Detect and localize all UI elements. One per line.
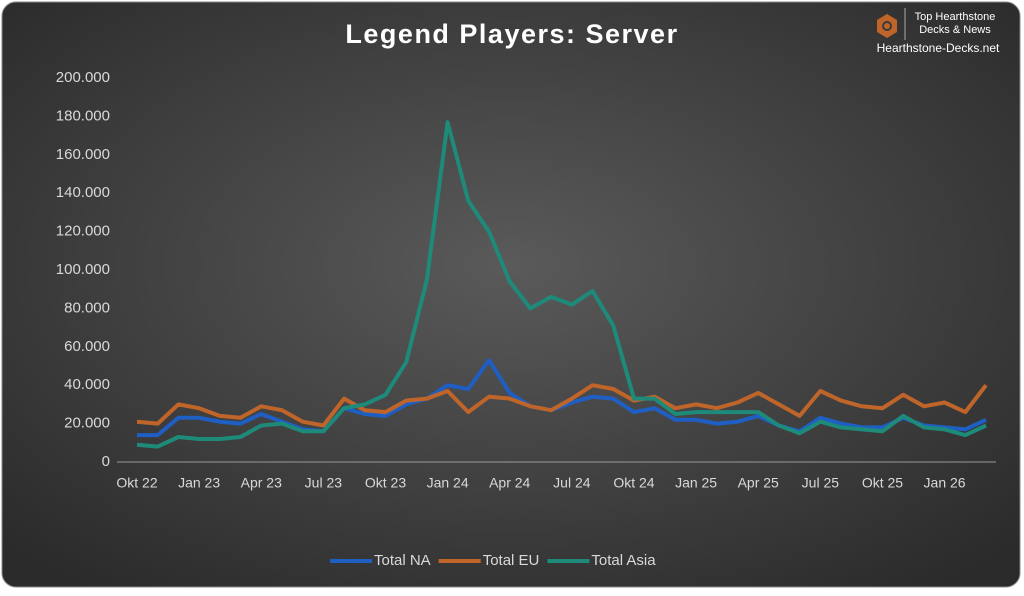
x-tick-label: Jul 23 (305, 475, 343, 491)
x-tick-label: Okt 25 (862, 475, 903, 491)
x-tick-label: Apr 23 (241, 475, 282, 491)
y-tick-label: 60.000 (64, 338, 110, 355)
logo: Top Hearthstone Decks & News Hearthstone… (877, 8, 1000, 55)
x-tick-label: Jul 24 (553, 475, 591, 491)
legend-label: Total EU (483, 552, 540, 569)
logo-site: Hearthstone-Decks.net (877, 41, 1000, 55)
y-tick-label: 120.000 (56, 223, 110, 240)
y-tick-label: 140.000 (56, 184, 110, 201)
logo-text: Decks & News (919, 24, 991, 36)
y-tick-label: 200.000 (56, 69, 110, 86)
logo-text: Top Hearthstone (915, 11, 996, 23)
y-tick-label: 180.000 (56, 107, 110, 124)
x-tick-label: Jan 25 (675, 475, 717, 491)
y-tick-label: 40.000 (64, 376, 110, 393)
logo-icon (882, 21, 892, 31)
legend-label: Total Asia (591, 552, 656, 569)
x-tick-label: Okt 23 (365, 475, 406, 491)
y-tick-label: 100.000 (56, 261, 110, 278)
logo-icon (877, 14, 897, 38)
x-tick-label: Jan 26 (924, 475, 966, 491)
legend-label: Total NA (374, 552, 431, 569)
x-tick-label: Okt 24 (613, 475, 654, 491)
x-tick-label: Apr 25 (738, 475, 779, 491)
x-tick-label: Apr 24 (489, 475, 530, 491)
y-tick-label: 80.000 (64, 299, 110, 316)
chart-title: Legend Players: Server (345, 19, 678, 49)
y-tick-label: 0 (102, 453, 110, 470)
x-tick-label: Jul 25 (802, 475, 840, 491)
x-tick-label: Jan 23 (178, 475, 220, 491)
series-line (136, 383, 988, 428)
x-tick-label: Okt 22 (116, 475, 157, 491)
x-tick-label: Jan 24 (427, 475, 469, 491)
y-tick-label: 160.000 (56, 146, 110, 163)
y-tick-label: 20.000 (64, 415, 110, 432)
series-line (136, 120, 987, 449)
